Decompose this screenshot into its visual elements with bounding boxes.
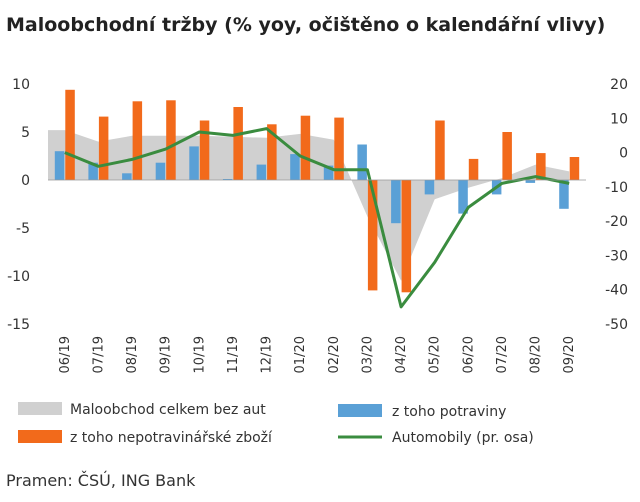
right-tick-label: -30 (605, 248, 628, 264)
bar-potraviny-04-20 (391, 180, 401, 224)
left-tick-label: -15 (7, 317, 30, 333)
bar-potraviny-05-20 (424, 180, 435, 195)
bar-nepotravinarske-07-19 (98, 116, 109, 180)
bar-potraviny-09-20 (559, 180, 569, 209)
x-tick-label: 06/19 (58, 336, 73, 373)
right-tick-label: -10 (605, 180, 628, 196)
bar-nepotravinarske-12-19 (267, 124, 277, 180)
area-maloobchod (48, 130, 570, 281)
bar-nepotravinarske-09-19 (166, 100, 176, 180)
bar-potraviny-06-20 (458, 180, 468, 214)
x-tick-label: 06/20 (461, 336, 476, 373)
x-tick-label: 07/20 (495, 336, 510, 373)
right-tick-label: -50 (605, 317, 628, 333)
bar-potraviny-06-19 (54, 151, 65, 180)
x-tick-label: 02/20 (327, 336, 342, 373)
bar-potraviny-03-20 (357, 144, 367, 180)
left-tick-label: 10 (12, 77, 30, 93)
left-tick-label: -10 (7, 269, 30, 285)
left-tick-label: -5 (16, 221, 30, 237)
legend-swatch-area (18, 402, 62, 415)
x-tick-label: 10/19 (192, 336, 207, 373)
x-tick-label: 04/20 (394, 336, 409, 373)
line-layer (64, 127, 570, 309)
x-tick-label: 03/20 (360, 336, 375, 373)
x-axis: 06/19 07/19 08/19 09/19 10/19 11/19 12/19 01/20… (48, 179, 586, 373)
source-note: Pramen: ČSÚ, ING Bank (6, 471, 196, 490)
bar-potraviny-12-19 (256, 164, 267, 180)
bar-nepotravinarske-04-20 (401, 180, 412, 293)
x-tick-label: 08/19 (125, 336, 140, 373)
bar-nepotravinarske-02-20 (334, 117, 344, 180)
left-tick-label: 5 (21, 125, 30, 141)
x-tick-label: 07/19 (91, 336, 106, 373)
bar-potraviny-01-20 (290, 154, 300, 180)
right-axis: 20 10 0 -10 -20 -30 -40 -50 (605, 77, 628, 333)
left-axis: 10 5 0 -5 -10 -15 (7, 77, 30, 333)
bar-potraviny-08-20 (525, 180, 536, 183)
legend: Maloobchod celkem bez aut z toho potravi… (18, 402, 534, 446)
bar-potraviny-10-19 (189, 146, 199, 180)
bar-potraviny-07-19 (88, 162, 98, 180)
x-tick-label: 01/20 (293, 336, 308, 373)
legend-label-area: Maloobchod celkem bez aut (70, 402, 266, 418)
bar-nepotravinarske-08-20 (536, 153, 546, 180)
legend-label-food: z toho potraviny (392, 404, 506, 420)
bar-nepotravinarske-09-20 (569, 157, 580, 180)
bar-nepotravinarske-10-19 (199, 120, 210, 180)
bar-nepotravinarske-06-19 (65, 89, 75, 180)
bar-potraviny-09-19 (155, 162, 166, 180)
x-tick-label: 05/20 (428, 336, 443, 373)
right-tick-label: -40 (605, 283, 628, 299)
right-tick-label: 0 (619, 146, 628, 162)
bar-nepotravinarske-03-20 (367, 180, 378, 291)
bar-nepotravinarske-08-19 (132, 101, 143, 180)
bar-potraviny-08-19 (122, 173, 132, 180)
bar-potraviny-02-20 (323, 165, 334, 180)
x-tick-label: 11/19 (226, 336, 241, 373)
legend-swatch-food (338, 404, 382, 417)
line-automobily (64, 127, 570, 309)
bar-potraviny-11-19 (222, 179, 233, 180)
bar-nepotravinarske-05-20 (435, 120, 445, 180)
x-tick-label: 09/19 (159, 336, 174, 373)
chart-title: Maloobchodní tržby (% yoy, očištěno o ka… (6, 14, 605, 36)
bar-nepotravinarske-01-20 (300, 115, 311, 180)
bar-layer (54, 89, 580, 293)
area-layer (48, 130, 570, 281)
right-tick-label: 10 (610, 111, 628, 127)
legend-swatch-nonfood (18, 430, 62, 443)
x-tick-label: 12/19 (260, 336, 275, 373)
x-tick-label: 08/20 (529, 336, 544, 373)
legend-label-cars: Automobily (pr. osa) (392, 430, 534, 446)
right-tick-label: -20 (605, 214, 628, 230)
left-tick-label: 0 (21, 173, 30, 189)
bar-nepotravinarske-11-19 (233, 107, 243, 180)
legend-label-nonfood: z toho nepotravinářské zboží (70, 430, 273, 446)
x-tick-label: 09/20 (562, 336, 577, 373)
right-tick-label: 20 (610, 77, 628, 93)
bar-nepotravinarske-07-20 (502, 132, 512, 180)
bar-nepotravinarske-06-20 (468, 158, 479, 180)
